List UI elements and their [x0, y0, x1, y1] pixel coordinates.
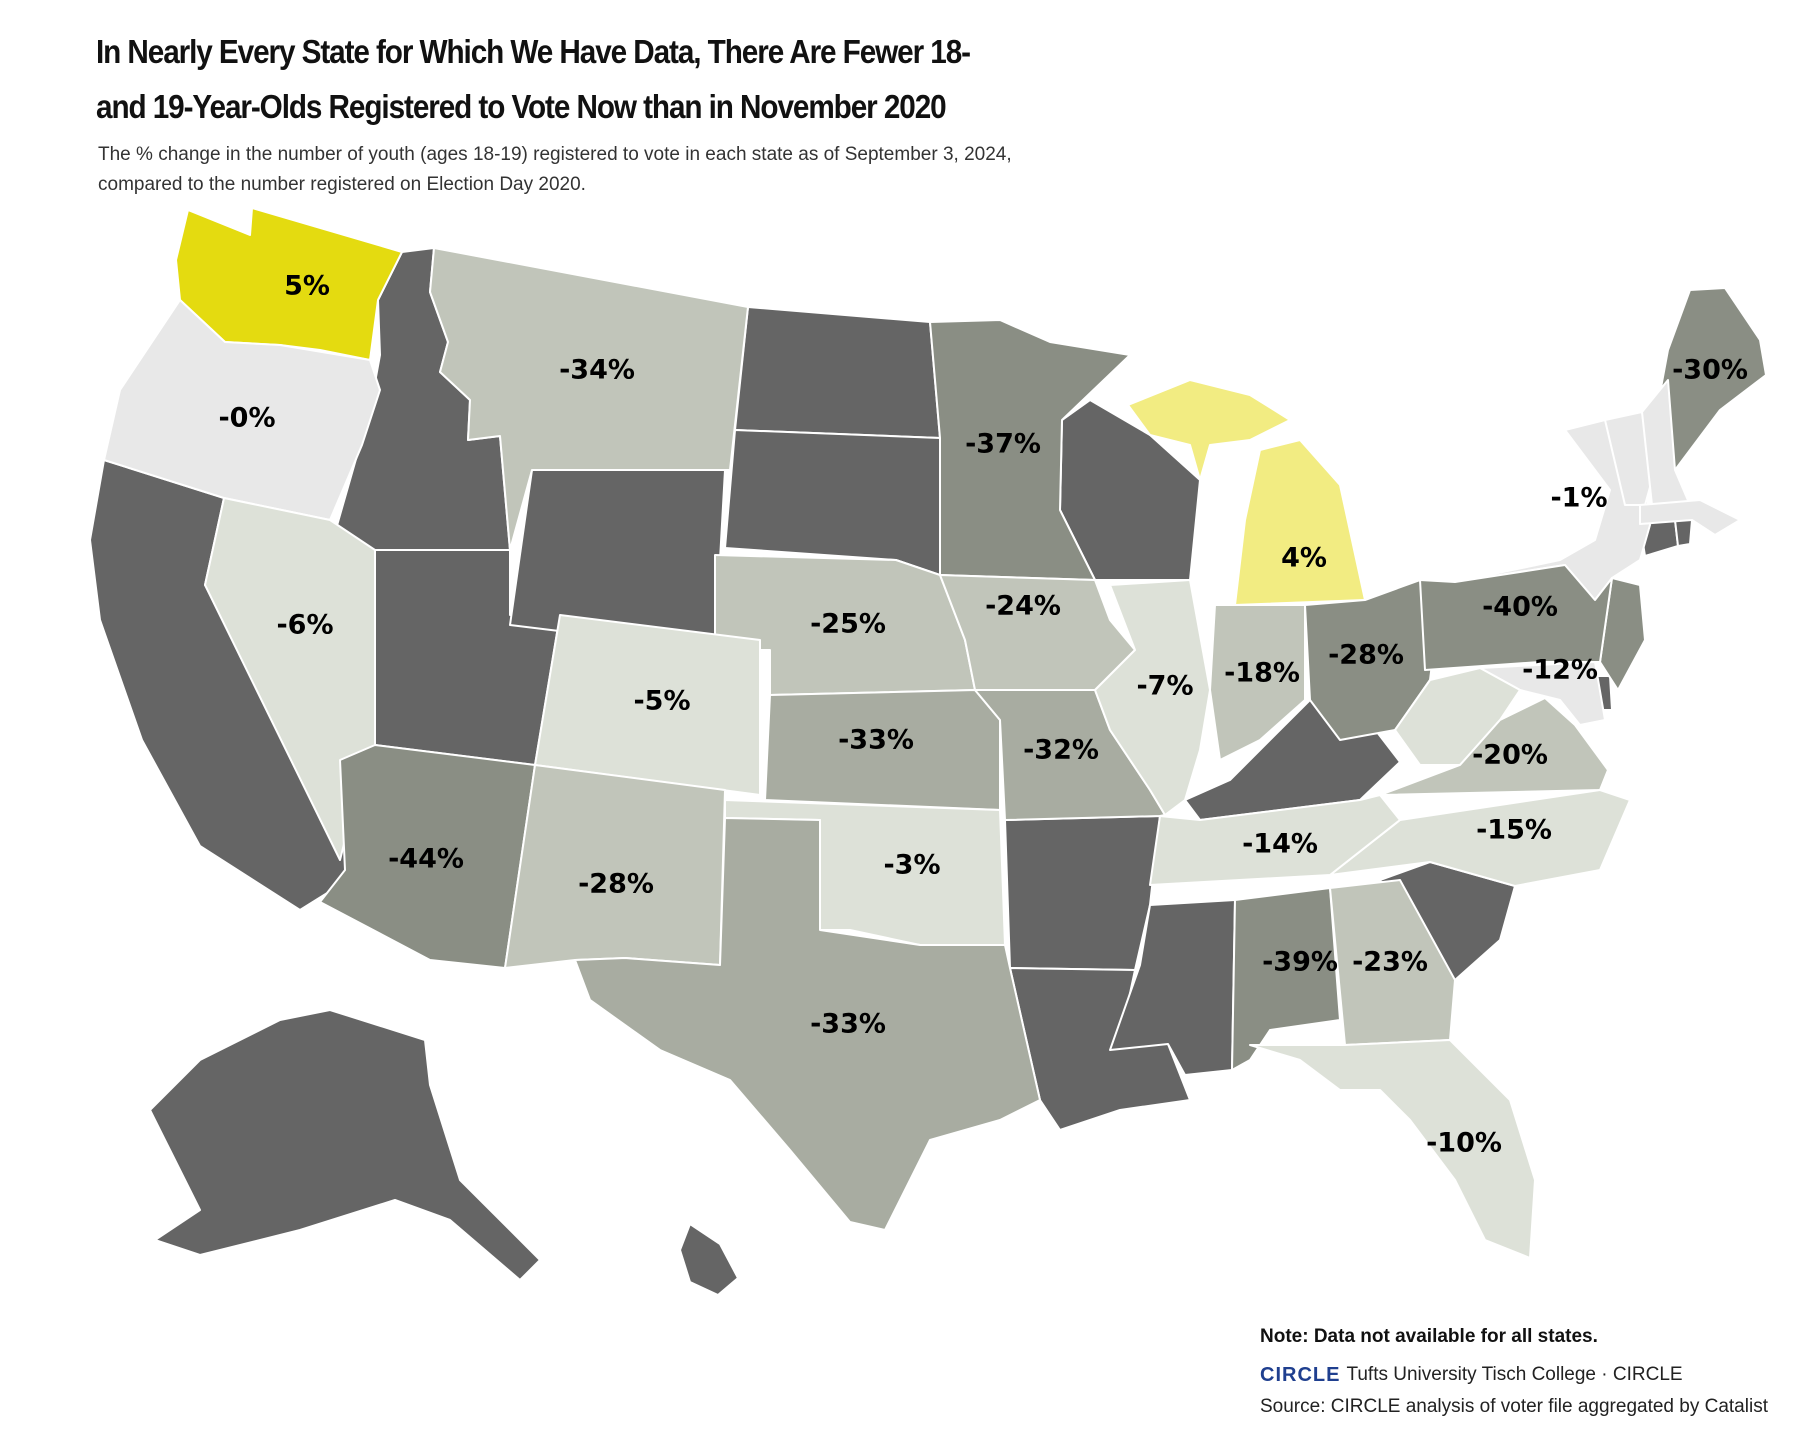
label-NV: -6%	[276, 610, 333, 641]
label-NC: -15%	[1476, 815, 1552, 846]
label-NE: -25%	[810, 609, 886, 640]
state-MN	[929, 319, 1131, 581]
label-KS: -33%	[838, 725, 914, 756]
organization-name: Tufts University Tisch College · CIRCLE	[1346, 1364, 1683, 1385]
state-AK	[149, 1009, 541, 1281]
state-TN	[1149, 794, 1401, 886]
state-IL	[1094, 579, 1211, 816]
state-VA	[1379, 697, 1609, 796]
label-MO: -32%	[1023, 735, 1099, 766]
circle-logo: CIRCLE	[1260, 1363, 1341, 1386]
us-choropleth-map: 5% -0% -34% -37% 4% -30% -1% -6% -25% -2…	[89, 207, 1767, 1296]
state-AR	[1004, 815, 1161, 971]
state-NH	[1641, 379, 1691, 506]
state-ME	[1654, 287, 1767, 471]
state-NM	[504, 764, 726, 969]
state-MT	[429, 247, 749, 551]
label-IN: -18%	[1224, 658, 1300, 689]
label-ME: -30%	[1672, 355, 1748, 386]
map-subtitle: The % change in the number of youth (age…	[98, 144, 1012, 195]
label-CO: -5%	[633, 686, 690, 717]
label-MI: 4%	[1281, 543, 1327, 574]
label-TN: -14%	[1242, 829, 1318, 860]
label-PA: -40%	[1482, 592, 1558, 623]
state-RI	[1674, 519, 1693, 547]
label-NY: -1%	[1550, 483, 1607, 514]
label-MT: -34%	[559, 355, 635, 386]
source-note: Source: CIRCLE analysis of voter file ag…	[1260, 1396, 1768, 1417]
label-FL: -10%	[1426, 1128, 1502, 1159]
state-KS	[764, 689, 1001, 811]
brand-line: CIRCLE Tufts University Tisch College · …	[1260, 1362, 1683, 1388]
state-VT	[1604, 411, 1653, 506]
state-TX	[574, 817, 1041, 1231]
label-IL: -7%	[1136, 671, 1193, 702]
state-FL	[1249, 1039, 1536, 1259]
state-PA	[1419, 564, 1613, 671]
label-GA: -23%	[1352, 947, 1428, 978]
label-MD: -12%	[1522, 655, 1598, 686]
label-OH: -28%	[1328, 640, 1404, 671]
label-MN: -37%	[965, 429, 1041, 460]
state-GA	[1329, 879, 1456, 1046]
label-VA: -20%	[1472, 740, 1548, 771]
state-AZ	[319, 744, 536, 969]
state-ND	[734, 306, 941, 439]
label-AZ: -44%	[388, 844, 464, 875]
label-NM: -28%	[578, 869, 654, 900]
state-AL	[1231, 887, 1341, 1071]
state-NC	[1329, 789, 1631, 887]
label-TX: -33%	[810, 1009, 886, 1040]
state-MI	[1127, 379, 1291, 481]
state-HI	[679, 1223, 739, 1296]
data-note: Note: Data not available for all states.	[1260, 1326, 1598, 1347]
label-OK: -3%	[883, 850, 940, 881]
map-title: In Nearly Every State for Which We Have …	[96, 33, 971, 125]
state-SD	[724, 429, 941, 576]
state-OR	[103, 299, 381, 521]
state-MI-lower	[1234, 439, 1366, 606]
state-MA	[1639, 499, 1741, 536]
state-CO	[534, 614, 761, 796]
label-OR: -0%	[218, 403, 275, 434]
label-IA: -24%	[985, 591, 1061, 622]
label-AL: -39%	[1262, 947, 1338, 978]
label-WA: 5%	[284, 271, 330, 302]
